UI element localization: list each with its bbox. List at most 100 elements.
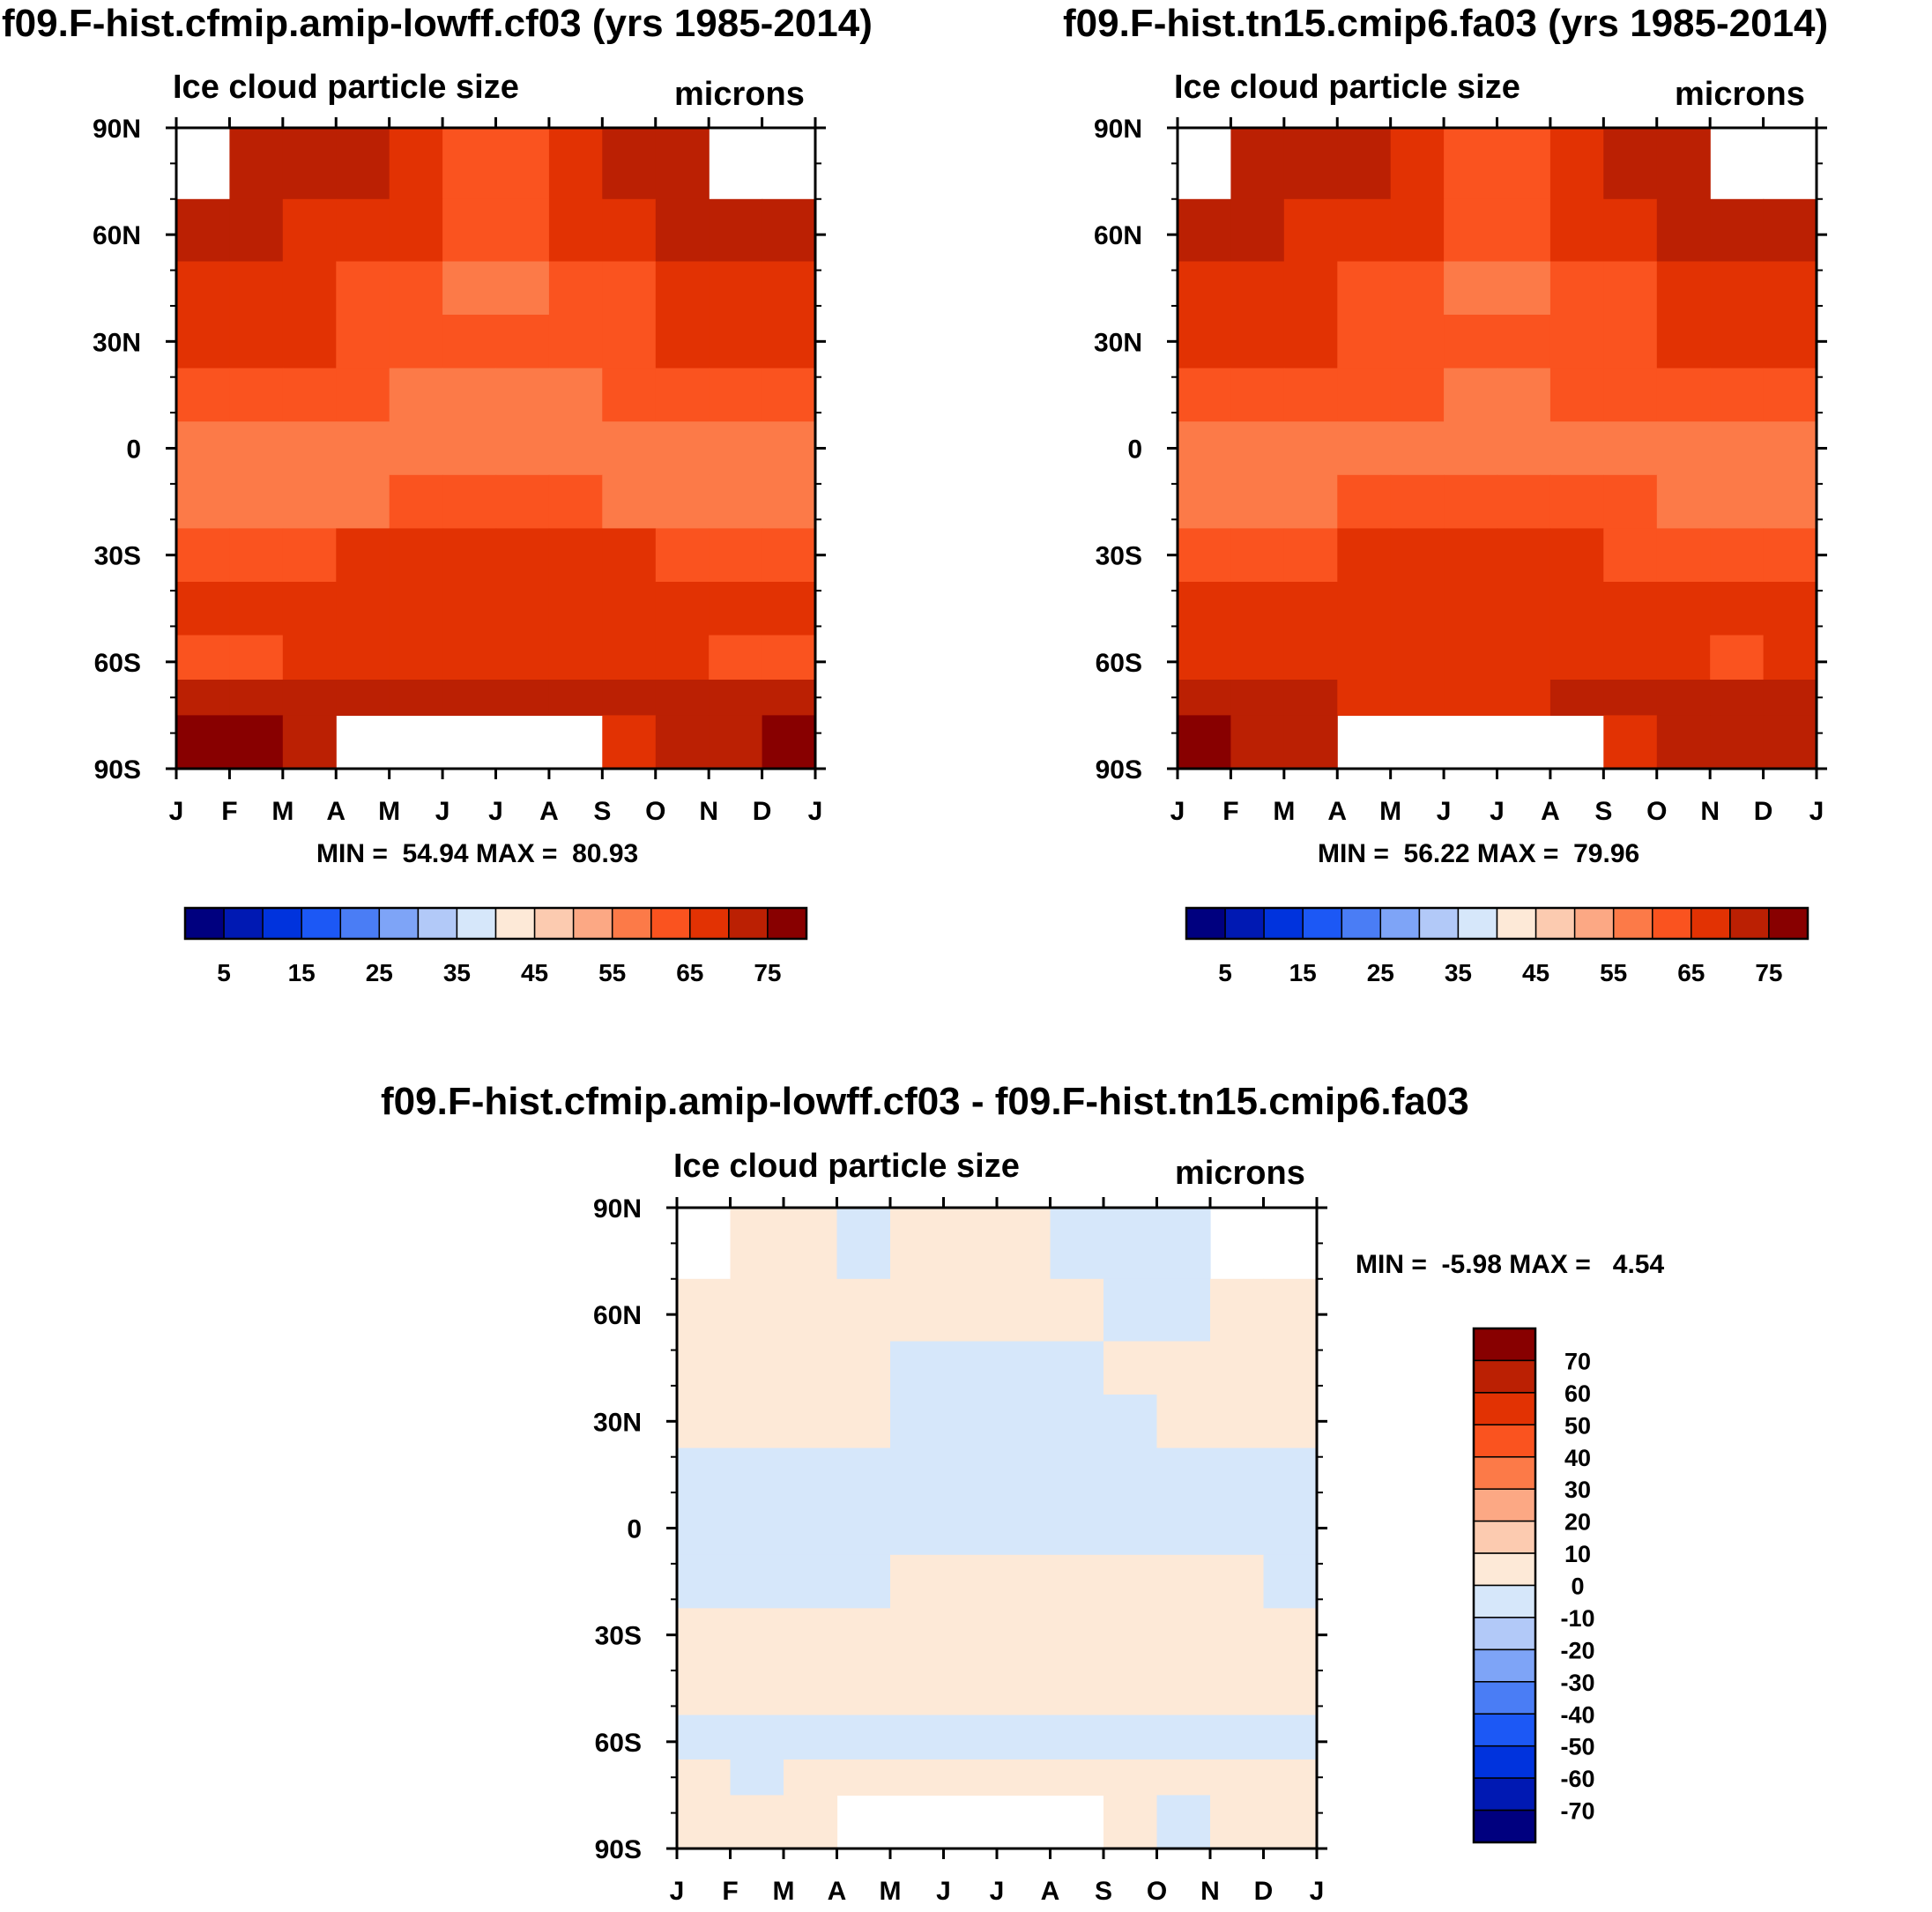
colorbar-label: -60 <box>1560 1766 1594 1792</box>
heatmap-cell <box>1263 1715 1318 1760</box>
heatmap-cell <box>1283 261 1338 316</box>
heatmap-cell <box>1444 368 1498 422</box>
heatmap-cell <box>730 1715 784 1760</box>
panel3-units-label: microns <box>1175 1155 1305 1192</box>
colorbar-swatch <box>262 907 302 940</box>
x-tick-label: S <box>593 797 611 826</box>
heatmap-cell <box>1603 474 1658 529</box>
x-tick-label: A <box>1541 797 1560 826</box>
heatmap-cell <box>1710 368 1765 422</box>
colorbar-swatch <box>767 907 807 940</box>
heatmap-cell <box>1656 715 1711 770</box>
heatmap-cell <box>762 528 816 583</box>
heatmap-cell <box>784 1608 838 1663</box>
heatmap-cell <box>836 1608 891 1663</box>
heatmap-cell <box>1050 1608 1104 1663</box>
heatmap-cell <box>336 315 390 369</box>
heatmap-cell <box>1230 315 1285 369</box>
heatmap-cell <box>336 474 390 529</box>
heatmap-cell <box>1549 474 1604 529</box>
heatmap-cell <box>389 528 443 583</box>
heatmap-cell <box>1710 582 1765 636</box>
heatmap-cell <box>389 315 443 369</box>
heatmap-cell <box>442 198 497 263</box>
x-tick-label: D <box>1254 1877 1274 1906</box>
heatmap-cell <box>1103 1447 1158 1502</box>
heatmap-cell <box>1497 680 1551 716</box>
heatmap-cell <box>1549 198 1604 263</box>
colorbar-label: 65 <box>676 959 703 986</box>
heatmap-cell <box>1178 315 1231 369</box>
heatmap-cell <box>602 528 657 583</box>
heatmap-cell <box>1656 261 1711 316</box>
heatmap-cell <box>229 635 284 681</box>
heatmap-cell <box>997 1395 1051 1449</box>
heatmap-cell <box>836 1715 891 1760</box>
heatmap-cell <box>548 315 603 369</box>
colorbar-label: -30 <box>1560 1670 1594 1696</box>
heatmap-cell <box>336 582 390 636</box>
heatmap-cell <box>997 1278 1051 1343</box>
colorbar-swatch <box>1473 1424 1536 1458</box>
heatmap-cell <box>1210 1662 1265 1716</box>
colorbar-swatch <box>1473 1359 1536 1394</box>
colorbar-swatch <box>223 907 264 940</box>
heatmap-cell <box>1656 315 1711 369</box>
heatmap-cell <box>709 474 763 529</box>
heatmap-cell <box>890 1715 945 1760</box>
heatmap-cell <box>709 528 763 583</box>
colorbar-label: 75 <box>754 959 781 986</box>
heatmap-cell <box>548 635 603 681</box>
colorbar-swatch <box>494 907 536 940</box>
heatmap-cell <box>1444 421 1498 476</box>
heatmap-cell <box>1497 582 1551 636</box>
colorbar-swatch <box>1573 907 1615 940</box>
y-tick-label: 30S <box>595 1622 642 1651</box>
heatmap-cell <box>336 368 390 422</box>
heatmap-cell <box>282 261 337 316</box>
heatmap-cell <box>1103 1395 1158 1449</box>
heatmap-cell <box>890 1395 945 1449</box>
heatmap-cell <box>943 1278 998 1343</box>
heatmap-cell <box>784 1501 838 1556</box>
heatmap-cell <box>1283 368 1338 422</box>
heatmap-cell <box>677 1759 732 1796</box>
heatmap-cell <box>1656 582 1711 636</box>
x-tick-label: O <box>645 797 665 826</box>
heatmap-cell <box>442 315 497 369</box>
colorbar-label: 70 <box>1564 1348 1591 1374</box>
heatmap-cell <box>442 421 497 476</box>
heatmap-cell <box>709 421 763 476</box>
panel3-minmax: MIN = -5.98 MAX = 4.54 <box>1356 1250 1665 1279</box>
heatmap-cell <box>1603 421 1658 476</box>
heatmap-cell <box>1210 1608 1265 1663</box>
heatmap-cell <box>176 368 230 422</box>
heatmap-cell <box>282 528 337 583</box>
heatmap-cell <box>495 128 550 200</box>
colorbar-swatch <box>1690 907 1731 940</box>
colorbar-swatch <box>1341 907 1382 940</box>
heatmap-cell <box>1156 1395 1211 1449</box>
colorbar-swatch <box>1473 1488 1536 1522</box>
heatmap-cell <box>1497 128 1551 200</box>
heatmap-cell <box>1497 261 1551 316</box>
heatmap-cell <box>1178 680 1231 716</box>
heatmap-cell <box>548 582 603 636</box>
panel2-variable-label: Ice cloud particle size <box>1174 69 1520 106</box>
heatmap-cell <box>176 715 230 770</box>
heatmap-cell <box>655 582 710 636</box>
heatmap-cell <box>282 368 337 422</box>
heatmap-cell <box>495 680 550 716</box>
heatmap-cell <box>1050 1759 1104 1796</box>
heatmap-cell <box>1210 1341 1265 1395</box>
heatmap-cell <box>1050 1554 1104 1609</box>
heatmap-cell <box>1283 582 1338 636</box>
colorbar-swatch <box>1224 907 1265 940</box>
heatmap-cell <box>1263 1795 1318 1849</box>
x-tick-label: O <box>1147 1877 1167 1906</box>
heatmap-cell <box>784 1795 838 1849</box>
x-tick-label: O <box>1646 797 1667 826</box>
heatmap-cell <box>1210 1447 1265 1502</box>
x-tick-label: J <box>990 1877 1005 1906</box>
